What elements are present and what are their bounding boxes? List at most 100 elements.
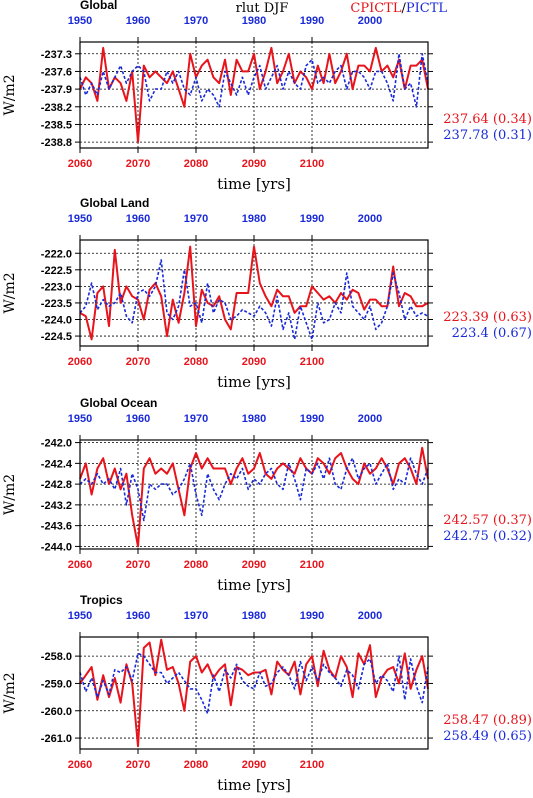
top-tick-label: 1950 bbox=[68, 413, 92, 425]
y-tick-label: -238.8 bbox=[41, 137, 72, 149]
stat-pictl: 237.78 (0.31) bbox=[443, 128, 532, 143]
top-tick-label: 1960 bbox=[126, 213, 150, 225]
top-tick-label: 1980 bbox=[242, 213, 266, 225]
x-tick-label: 2080 bbox=[184, 356, 208, 368]
panel-4: Tropics 1950 1960 1970 1980 1990 2000 -258.0 -25… bbox=[2, 593, 532, 794]
grid bbox=[80, 440, 428, 549]
series-line-pictl bbox=[79, 259, 429, 341]
y-tick-label: -244.0 bbox=[41, 541, 72, 553]
top-tick-label: 1990 bbox=[300, 15, 324, 27]
x-tick-label: 2060 bbox=[68, 559, 92, 571]
legend-exp2: PICTL bbox=[406, 1, 448, 16]
x-axis-label: time [yrs] bbox=[217, 373, 291, 391]
top-tick-label: 1960 bbox=[126, 413, 150, 425]
panel-title: Global Land bbox=[80, 196, 149, 210]
x-axis-label: time [yrs] bbox=[217, 175, 291, 193]
y-tick-label: -242.0 bbox=[41, 438, 72, 450]
x-tick-label: 2090 bbox=[242, 559, 266, 571]
stat-cpictl: 242.57 (0.37) bbox=[443, 513, 532, 528]
top-tick-label: 1950 bbox=[68, 213, 92, 225]
series-line-cpictl bbox=[79, 446, 429, 548]
panel-title: Global Ocean bbox=[80, 396, 157, 410]
y-tick-label: -238.5 bbox=[41, 119, 72, 131]
y-tick-label: -222.5 bbox=[41, 265, 72, 277]
grid bbox=[80, 240, 428, 346]
top-tick-label: 2000 bbox=[358, 610, 382, 622]
top-tick-label: 1990 bbox=[300, 213, 324, 225]
panel-title: Tropics bbox=[80, 593, 123, 607]
top-tick-label: 1980 bbox=[242, 413, 266, 425]
x-tick-label: 2070 bbox=[126, 356, 150, 368]
series-line-cpictl bbox=[79, 46, 429, 144]
x-tick-label: 2100 bbox=[300, 158, 324, 170]
series-line-cpictl bbox=[79, 638, 429, 748]
series-line-pictl bbox=[79, 52, 429, 108]
y-tick-label: -237.9 bbox=[41, 84, 72, 96]
y-tick-label: -237.3 bbox=[41, 49, 72, 61]
top-tick-label: 1970 bbox=[184, 610, 208, 622]
y-axis-label: W/m2 bbox=[2, 474, 18, 515]
x-tick-label: 2100 bbox=[300, 356, 324, 368]
top-tick-label: 1960 bbox=[126, 15, 150, 27]
top-tick-label: 1970 bbox=[184, 413, 208, 425]
top-tick-label: 1950 bbox=[68, 610, 92, 622]
top-tick-label: 2000 bbox=[358, 413, 382, 425]
figure-header: rlut DJF CPICTL/PICTL bbox=[236, 1, 448, 16]
y-axis-label: W/m2 bbox=[2, 272, 18, 313]
panel-3: Global Ocean 1950 1960 1970 1980 1990 2000 -242… bbox=[2, 396, 532, 594]
stat-pictl: 223.4 (0.67) bbox=[452, 326, 532, 341]
panel-title: Global bbox=[80, 0, 117, 12]
x-tick-label: 2060 bbox=[68, 759, 92, 771]
x-axis-label: time [yrs] bbox=[217, 776, 291, 794]
top-tick-label: 1990 bbox=[300, 610, 324, 622]
y-tick-label: -224.5 bbox=[41, 331, 72, 343]
y-tick-label: -261.0 bbox=[41, 733, 72, 745]
y-axis-label: W/m2 bbox=[2, 672, 18, 713]
y-tick-label: -258.0 bbox=[41, 651, 72, 663]
top-tick-label: 1960 bbox=[126, 610, 150, 622]
top-tick-label: 1970 bbox=[184, 213, 208, 225]
x-axis-label: time [yrs] bbox=[217, 576, 291, 594]
top-tick-label: 1950 bbox=[68, 15, 92, 27]
y-tick-label: -243.2 bbox=[41, 500, 72, 512]
x-tick-label: 2070 bbox=[126, 559, 150, 571]
y-tick-label: -222.0 bbox=[41, 248, 72, 260]
top-tick-label: 1980 bbox=[242, 15, 266, 27]
variable-label: rlut DJF bbox=[236, 1, 289, 16]
top-tick-label: 2000 bbox=[358, 213, 382, 225]
top-tick-label: 2000 bbox=[358, 15, 382, 27]
top-tick-label: 1990 bbox=[300, 413, 324, 425]
x-tick-label: 2080 bbox=[184, 759, 208, 771]
panel-2: Global Land 1950 1960 1970 1980 1990 2000 -222.… bbox=[2, 196, 532, 391]
experiment-legend: CPICTL/PICTL bbox=[350, 1, 447, 16]
series-line-cpictl bbox=[79, 245, 429, 341]
x-tick-label: 2080 bbox=[184, 559, 208, 571]
x-tick-label: 2070 bbox=[126, 158, 150, 170]
x-tick-label: 2100 bbox=[300, 759, 324, 771]
x-tick-label: 2090 bbox=[242, 356, 266, 368]
stat-cpictl: 258.47 (0.89) bbox=[443, 713, 532, 728]
y-tick-label: -260.0 bbox=[41, 706, 72, 718]
panel-1: Global 1950 1960 1970 1980 1990 2000 -237.3 -237… bbox=[2, 0, 532, 193]
x-tick-label: 2080 bbox=[184, 158, 208, 170]
y-tick-label: -223.5 bbox=[41, 298, 72, 310]
top-tick-label: 1980 bbox=[242, 610, 266, 622]
stat-cpictl: 237.64 (0.34) bbox=[443, 112, 532, 127]
y-axis-label: W/m2 bbox=[2, 74, 18, 115]
stat-pictl: 242.75 (0.32) bbox=[443, 529, 532, 544]
x-tick-label: 2060 bbox=[68, 158, 92, 170]
x-tick-label: 2090 bbox=[242, 759, 266, 771]
x-tick-label: 2070 bbox=[126, 759, 150, 771]
x-tick-label: 2090 bbox=[242, 158, 266, 170]
x-tick-label: 2100 bbox=[300, 559, 324, 571]
x-tick-label: 2060 bbox=[68, 356, 92, 368]
y-tick-label: -259.0 bbox=[41, 678, 72, 690]
y-tick-label: -242.8 bbox=[41, 479, 72, 491]
y-tick-label: -238.2 bbox=[41, 102, 72, 114]
y-tick-label: -223.0 bbox=[41, 281, 72, 293]
y-tick-label: -224.0 bbox=[41, 315, 72, 327]
stat-pictl: 258.49 (0.65) bbox=[443, 729, 532, 744]
y-tick-label: -242.4 bbox=[41, 458, 73, 470]
